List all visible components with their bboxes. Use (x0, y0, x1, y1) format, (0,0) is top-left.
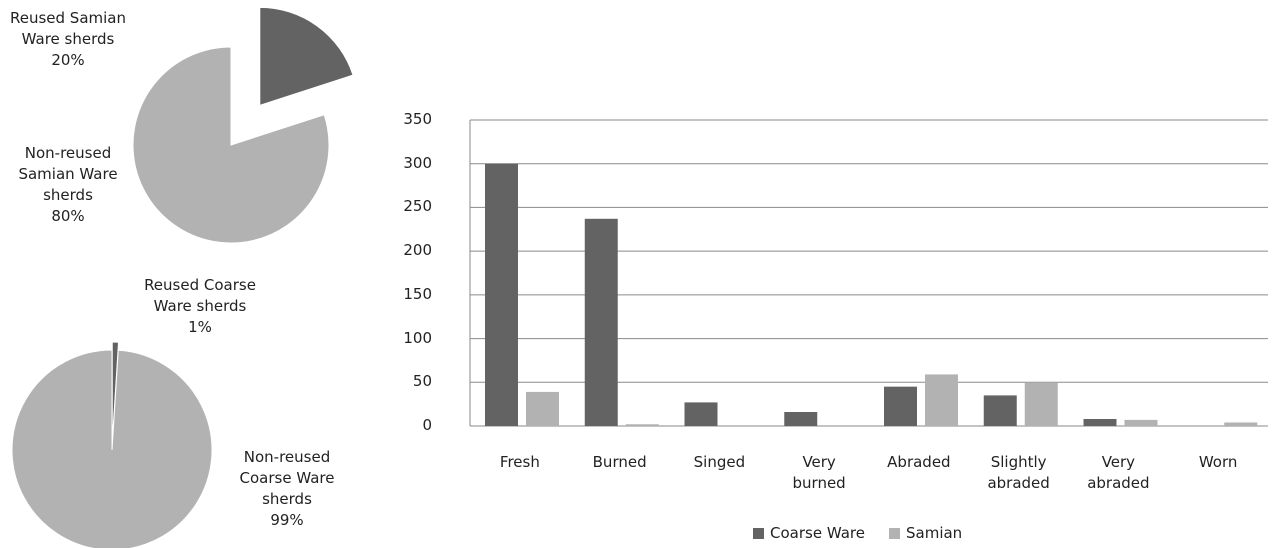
y-tick-label: 250 (392, 196, 432, 217)
slice-label: Non-reused Coarse Ware sherds 99% (227, 447, 347, 531)
bar (526, 391, 559, 426)
bar (485, 163, 518, 426)
label-text: 150 (403, 284, 432, 303)
label-text: 80% (51, 207, 85, 225)
label-text: Burned (592, 453, 647, 471)
label-text: Fresh (499, 453, 540, 471)
label-text: Non-reused Samian Ware sherds (18, 144, 118, 204)
label-text: Coarse Ware (770, 524, 865, 542)
label-text: Very burned (792, 453, 846, 492)
label-text: 20% (51, 51, 85, 69)
x-tick-label: Abraded (874, 452, 964, 473)
slice-label: Reused Coarse Ware sherds 1% (130, 275, 270, 338)
label-text: Abraded (887, 453, 951, 471)
label-text: Reused Samian Ware sherds (9, 9, 126, 48)
y-tick-label: 300 (392, 153, 432, 174)
label-text: 100 (403, 328, 432, 347)
bar (884, 386, 917, 426)
bar (584, 218, 618, 426)
label-text: 50 (412, 372, 432, 391)
label-text: 99% (270, 511, 304, 529)
pie-slice (259, 6, 354, 107)
bar (1083, 419, 1117, 426)
label-text: 250 (403, 197, 432, 216)
bar (684, 402, 718, 426)
pie-slice (132, 46, 330, 244)
x-tick-label: Slightly abraded (974, 452, 1064, 494)
x-tick-label: Worn (1173, 452, 1263, 473)
label-text: 300 (403, 153, 432, 172)
label-text: 1% (188, 318, 212, 336)
label-text: Singed (693, 453, 746, 471)
legend-label: Samian (906, 523, 1026, 544)
pie-slice (11, 349, 213, 548)
bar (784, 412, 818, 426)
slice-label: Reused Samian Ware sherds 20% (3, 8, 133, 71)
bar (925, 374, 958, 426)
label-text: 200 (403, 241, 432, 260)
x-tick-label: Fresh (475, 452, 565, 473)
label-text: Slightly abraded (987, 453, 1050, 492)
y-tick-label: 350 (392, 109, 432, 130)
label-text: 0 (422, 416, 432, 434)
slice-label: Non-reused Samian Ware sherds 80% (13, 143, 123, 227)
y-tick-label: 200 (392, 240, 432, 261)
y-tick-label: 0 (392, 415, 432, 436)
label-text: Worn (1198, 453, 1238, 471)
legend-label: Coarse Ware (770, 523, 890, 544)
x-tick-label: Very burned (774, 452, 864, 494)
bar (983, 395, 1017, 426)
label-text: Samian (906, 524, 963, 542)
y-tick-label: 100 (392, 328, 432, 349)
bar (1124, 419, 1158, 426)
y-tick-label: 150 (392, 284, 432, 305)
legend-swatch (753, 528, 764, 539)
bar (625, 424, 659, 426)
x-tick-label: Singed (674, 452, 764, 473)
x-tick-label: Burned (575, 452, 665, 473)
label-text: Non-reused Coarse Ware sherds (239, 448, 335, 508)
label-text: Reused Coarse Ware sherds (144, 276, 256, 315)
bar (1224, 422, 1258, 426)
label-text: Very abraded (1087, 453, 1150, 492)
y-tick-label: 50 (392, 371, 432, 392)
bar (1024, 382, 1058, 426)
legend-swatch (889, 528, 900, 539)
x-tick-label: Very abraded (1073, 452, 1163, 494)
label-text: 350 (403, 110, 432, 128)
